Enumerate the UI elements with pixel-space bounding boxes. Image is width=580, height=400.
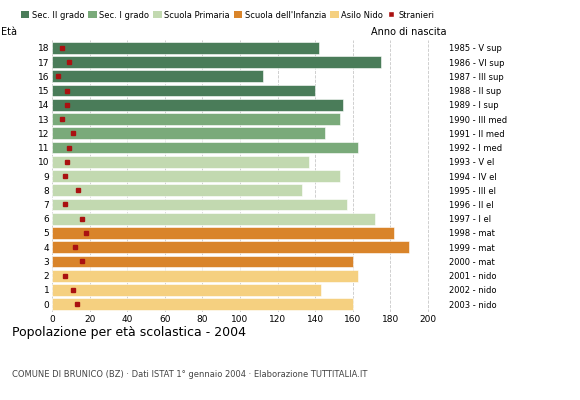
Bar bbox=[52, 42, 319, 54]
Bar bbox=[52, 170, 339, 182]
Text: COMUNE DI BRUNICO (BZ) · Dati ISTAT 1° gennaio 2004 · Elaborazione TUTTITALIA.IT: COMUNE DI BRUNICO (BZ) · Dati ISTAT 1° g… bbox=[12, 370, 367, 379]
Bar bbox=[52, 298, 353, 310]
Bar bbox=[52, 227, 394, 239]
Bar bbox=[52, 270, 358, 282]
Bar bbox=[52, 70, 263, 82]
Bar bbox=[52, 128, 325, 139]
Text: Popolazione per età scolastica - 2004: Popolazione per età scolastica - 2004 bbox=[12, 326, 245, 339]
Bar bbox=[52, 213, 375, 224]
Legend: Sec. II grado, Sec. I grado, Scuola Primaria, Scuola dell'Infanzia, Asilo Nido, : Sec. II grado, Sec. I grado, Scuola Prim… bbox=[21, 10, 434, 20]
Bar bbox=[52, 99, 343, 111]
Bar bbox=[52, 56, 381, 68]
Bar bbox=[52, 256, 353, 267]
Text: Anno di nascita: Anno di nascita bbox=[371, 27, 447, 37]
Bar bbox=[52, 85, 315, 96]
Bar bbox=[52, 113, 339, 125]
Bar bbox=[52, 284, 321, 296]
Bar bbox=[52, 156, 310, 168]
Bar bbox=[52, 241, 409, 253]
Bar bbox=[52, 184, 302, 196]
Text: Età: Età bbox=[1, 27, 17, 37]
Bar bbox=[52, 199, 347, 210]
Bar bbox=[52, 142, 358, 153]
